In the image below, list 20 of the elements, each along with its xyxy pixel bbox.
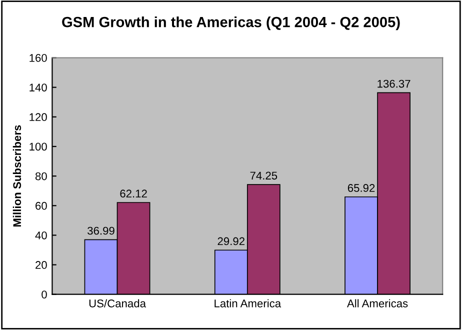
- y-tick-label: 40: [35, 231, 47, 240]
- x-tick-label: Latin America: [214, 299, 282, 308]
- data-label: 65.92: [348, 184, 375, 192]
- y-tick-label: 120: [30, 113, 47, 122]
- y-tick-label: 80: [35, 172, 47, 180]
- y-tick-label: 140: [30, 84, 47, 92]
- chart-title: GSM Growth in the Americas (Q1 2004 - Q2 2005): [62, 16, 400, 30]
- y-tick-label: 60: [36, 202, 47, 210]
- x-tick-label: US/Canada: [89, 299, 146, 308]
- y-tick-label: 20: [36, 261, 47, 269]
- data-label: 29.92: [218, 237, 244, 246]
- data-label: 62.12: [120, 190, 147, 198]
- data-label: 36.99: [88, 226, 114, 235]
- x-tick-label: All Americas: [346, 299, 408, 308]
- data-label: 136.37: [378, 80, 410, 88]
- y-axis-title: Million Subscribers: [12, 125, 22, 227]
- y-tick-label: 100: [30, 142, 47, 151]
- y-tick-label: 0: [42, 290, 47, 298]
- y-tick-label: 160: [30, 54, 47, 62]
- data-label: 74.25: [250, 172, 278, 180]
